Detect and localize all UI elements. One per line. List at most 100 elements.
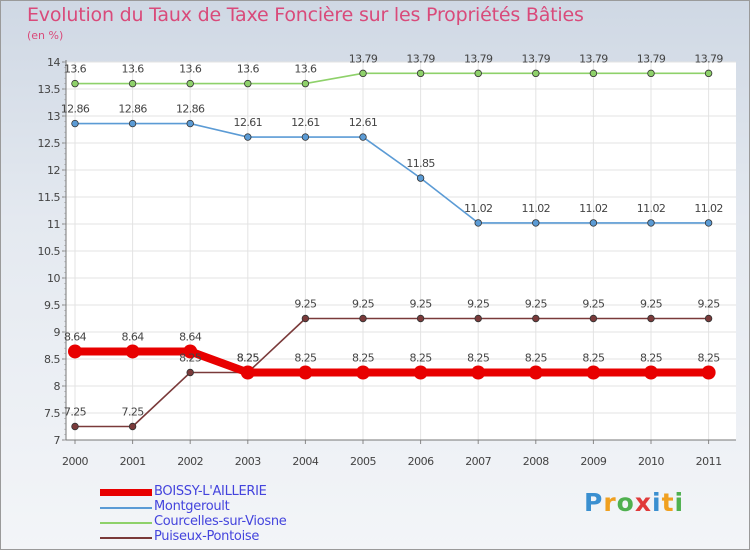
data-point	[183, 344, 198, 359]
data-label: 13.79	[349, 52, 378, 65]
data-label: 8.25	[582, 352, 605, 365]
data-label: 9.25	[582, 298, 605, 311]
data-point	[356, 365, 370, 380]
data-point	[474, 69, 482, 78]
data-label: 8.64	[122, 330, 145, 343]
data-label: 12.61	[234, 116, 263, 129]
data-point	[68, 344, 82, 359]
data-label: 8.25	[640, 352, 663, 365]
data-label: 13.79	[464, 52, 493, 65]
data-point	[359, 314, 367, 323]
data-point	[644, 365, 658, 380]
legend-item: Courcelles-sur-Viosne	[100, 514, 340, 531]
data-label: 9.25	[525, 298, 548, 311]
data-point	[240, 365, 255, 380]
legend-swatch	[100, 489, 152, 496]
data-label: 9.25	[698, 298, 721, 311]
data-label: 8.25	[294, 352, 317, 365]
data-label: 13.79	[579, 52, 608, 65]
y-tick-label: 13	[47, 110, 60, 123]
x-tick-label: 2003	[235, 455, 261, 468]
data-point	[301, 314, 310, 323]
data-point	[359, 133, 367, 141]
data-point	[704, 69, 713, 78]
data-point	[586, 365, 601, 380]
unit-label: (en %)	[27, 29, 64, 42]
data-label: 13.79	[522, 52, 551, 65]
data-point	[298, 365, 313, 380]
y-tick-label: 7.5	[44, 407, 60, 420]
data-label: 9.25	[352, 298, 375, 311]
data-point	[416, 174, 425, 182]
y-tick-label: 11	[47, 218, 60, 231]
chart-title: Evolution du Taux de Taxe Foncière sur l…	[27, 4, 584, 26]
legend-swatch	[100, 507, 152, 509]
legend-label: Courcelles-sur-Viosne	[154, 514, 287, 529]
data-point	[589, 219, 598, 227]
y-tick-label: 12.5	[38, 137, 61, 150]
x-tick-label: 2007	[465, 455, 491, 468]
data-label: 11.02	[637, 202, 666, 215]
x-tick-label: 2011	[696, 455, 722, 468]
series-line	[75, 72, 709, 85]
data-point	[532, 219, 540, 227]
legend-item: Montgeroult	[100, 499, 340, 516]
data-label: 7.25	[122, 406, 145, 419]
data-label: 11.02	[579, 202, 608, 215]
data-label: 9.25	[640, 298, 663, 311]
series-line	[75, 122, 709, 224]
x-tick-label: 2009	[580, 455, 606, 468]
x-tick-label: 2004	[292, 455, 318, 468]
y-tick-label: 13.5	[38, 83, 61, 96]
data-label: 8.64	[179, 330, 202, 343]
data-point	[532, 314, 540, 323]
data-point	[244, 79, 252, 88]
data-label: 8.25	[467, 352, 490, 365]
data-label: 13.6	[64, 63, 87, 76]
legend-swatch	[100, 537, 152, 539]
data-label: 8.25	[525, 352, 548, 365]
legend-item: BOISSY-L'AILLERIE	[100, 484, 340, 501]
data-label: 13.6	[294, 63, 317, 76]
x-tick-label: 2000	[62, 455, 88, 468]
data-label: 12.86	[176, 103, 205, 116]
data-label: 8.25	[179, 352, 202, 365]
data-label: 13.6	[179, 63, 202, 76]
legend-swatch	[100, 522, 152, 524]
y-tick-label: 10	[47, 272, 60, 285]
data-point	[589, 69, 598, 78]
y-tick-label: 12	[47, 164, 60, 177]
data-label: 9.25	[467, 298, 490, 311]
data-label: 12.61	[291, 116, 320, 129]
data-label: 11.02	[694, 202, 723, 215]
data-point	[647, 314, 655, 323]
legend-label: Montgeroult	[154, 499, 230, 514]
data-label: 8.64	[64, 330, 87, 343]
data-label: 8.25	[237, 352, 260, 365]
data-label: 13.6	[122, 63, 145, 76]
series-line	[75, 317, 709, 428]
data-point	[701, 365, 716, 380]
x-tick-label: 2005	[350, 455, 376, 468]
data-label: 11.02	[522, 202, 551, 215]
data-label: 8.25	[410, 352, 433, 365]
data-point	[359, 69, 367, 78]
data-point	[474, 314, 482, 323]
data-label: 8.25	[237, 352, 260, 365]
x-tick-label: 2001	[120, 455, 146, 468]
y-tick-label: 8	[54, 380, 61, 393]
data-label: 7.25	[64, 406, 87, 419]
data-point	[416, 314, 425, 323]
data-point	[186, 119, 194, 128]
data-label: 8.25	[352, 352, 375, 365]
y-tick-label: 9.5	[44, 299, 60, 312]
data-label: 11.02	[464, 202, 493, 215]
data-point	[532, 69, 540, 78]
data-point	[186, 368, 194, 377]
data-label: 12.61	[349, 116, 378, 129]
y-tick-label: 14	[47, 56, 60, 69]
data-point	[589, 314, 598, 323]
data-point	[704, 219, 713, 227]
data-point	[128, 79, 137, 88]
